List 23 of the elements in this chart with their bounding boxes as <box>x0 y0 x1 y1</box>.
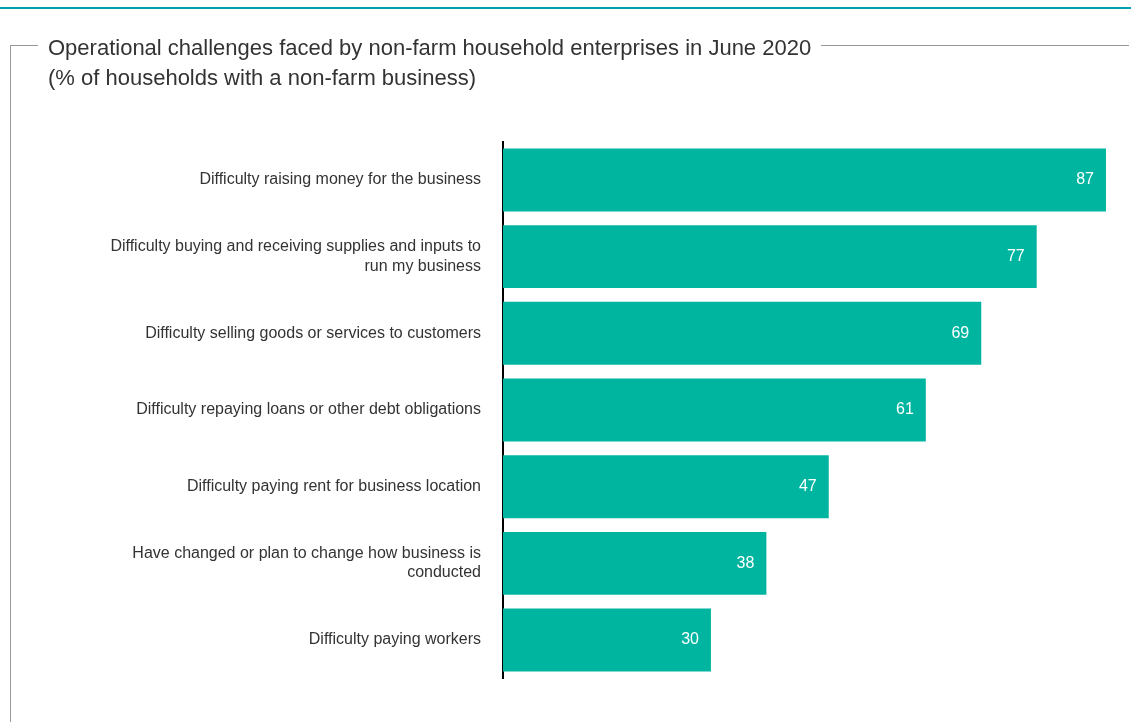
data-label: 87 <box>1076 170 1095 188</box>
y-tick-label: Difficulty raising money for the business <box>199 170 481 188</box>
y-tick-label: Difficulty paying rent for business location <box>186 477 481 495</box>
data-label: 69 <box>951 323 970 341</box>
y-tick-label: Difficulty buying and receiving supplies and inputs to run my business <box>110 237 482 274</box>
data-label: 38 <box>736 553 755 571</box>
bar <box>503 455 829 519</box>
bar <box>503 378 926 442</box>
y-tick-label: Difficulty selling goods or services to customers <box>145 323 481 341</box>
data-label: 61 <box>896 400 914 418</box>
bar <box>503 301 982 365</box>
chart-title: Operational challenges faced by non-farm household enterprises in June 2020 <box>48 34 812 62</box>
bar <box>503 531 767 595</box>
data-label: 30 <box>681 630 700 648</box>
text: (% of households with a non-farm business) <box>48 64 477 92</box>
bar <box>503 225 1037 289</box>
bar <box>503 608 711 672</box>
y-tick-label: Difficulty paying workers <box>308 630 481 648</box>
y-tick-label: Difficulty repaying loans or other debt obligations <box>136 400 481 418</box>
data-label: 77 <box>1006 247 1025 265</box>
y-tick-label: Have changed or plan to change how business is conducted <box>132 544 481 581</box>
data-label: 47 <box>798 477 817 495</box>
bar <box>503 148 1106 212</box>
